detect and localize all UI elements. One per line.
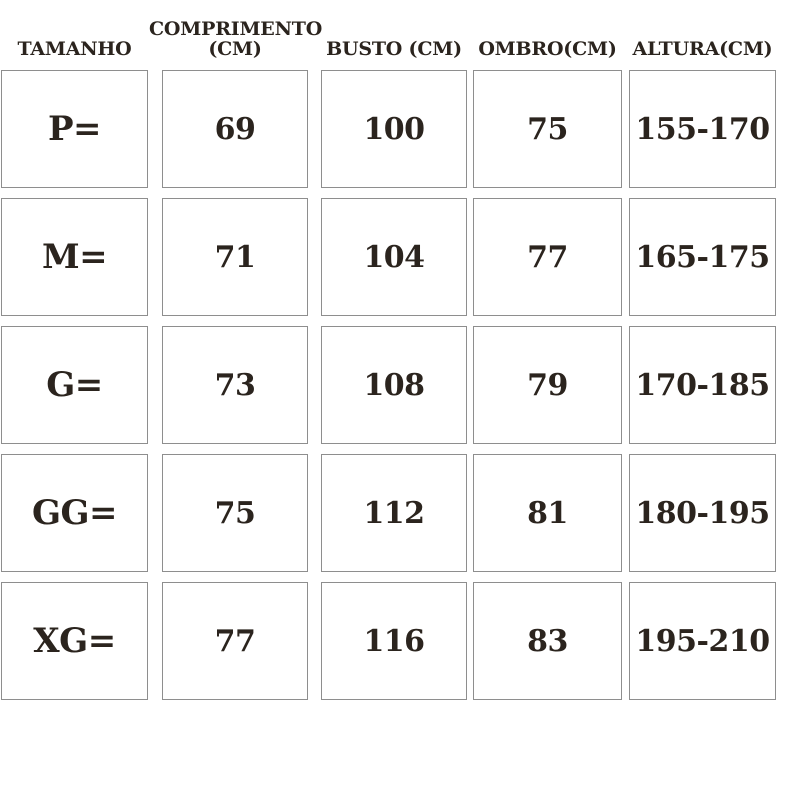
column-busto: BUSTO (CM) 100 104 108 112 116	[321, 0, 467, 710]
table-cell: 104	[321, 198, 467, 316]
column-header-altura: ALTURA(CM)	[629, 0, 776, 70]
table-cell: 79	[473, 326, 622, 444]
table-cell: 83	[473, 582, 622, 700]
table-cell: 108	[321, 326, 467, 444]
column-ombro: OMBRO(CM) 75 77 79 81 83	[473, 0, 622, 710]
table-cell: 81	[473, 454, 622, 572]
table-cell: P=	[1, 70, 148, 188]
table-cell: M=	[1, 198, 148, 316]
table-cell: G=	[1, 326, 148, 444]
column-altura: ALTURA(CM) 155-170 165-175 170-185 180-1…	[629, 0, 776, 710]
column-header-label: BUSTO (CM)	[326, 38, 462, 61]
table-cell: XG=	[1, 582, 148, 700]
column-header-tamanho: TAMANHO	[1, 0, 148, 70]
table-cell: 71	[162, 198, 308, 316]
table-cell: 112	[321, 454, 467, 572]
table-cell: 170-185	[629, 326, 776, 444]
table-cell: 155-170	[629, 70, 776, 188]
column-header-label: TAMANHO	[17, 38, 132, 61]
table-cell: 77	[473, 198, 622, 316]
column-header-ombro: OMBRO(CM)	[473, 0, 622, 70]
column-header-comprimento: COMPRIMENTO (CM)	[149, 0, 322, 70]
column-header-busto: BUSTO (CM)	[321, 0, 467, 70]
table-cell: 180-195	[629, 454, 776, 572]
table-cell: GG=	[1, 454, 148, 572]
table-cell: 75	[162, 454, 308, 572]
table-cell: 165-175	[629, 198, 776, 316]
table-cell: 100	[321, 70, 467, 188]
table-cell: 73	[162, 326, 308, 444]
table-cell: 77	[162, 582, 308, 700]
table-cell: 69	[162, 70, 308, 188]
column-header-label: COMPRIMENTO (CM)	[149, 17, 323, 61]
table-cell: 195-210	[629, 582, 776, 700]
column-comprimento: COMPRIMENTO (CM) 69 71 73 75 77	[149, 0, 322, 710]
column-header-label: OMBRO(CM)	[478, 38, 617, 61]
column-tamanho: TAMANHO P= M= G= GG= XG=	[1, 0, 148, 710]
column-header-label: ALTURA(CM)	[632, 38, 773, 61]
table-cell: 75	[473, 70, 622, 188]
table-cell: 116	[321, 582, 467, 700]
